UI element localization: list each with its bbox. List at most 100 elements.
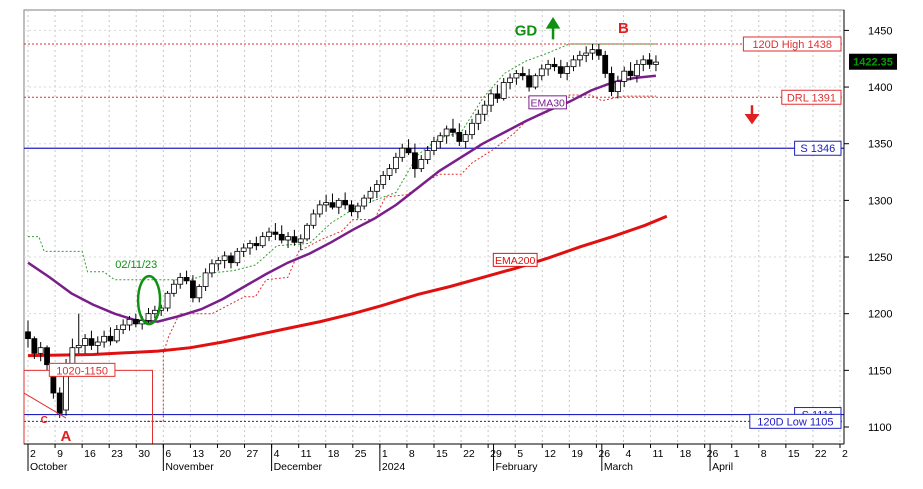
candle-36 <box>253 236 260 251</box>
candle-82 <box>545 59 552 76</box>
candle-55 <box>373 179 380 199</box>
candle-body-62 <box>418 159 425 170</box>
x-tick-label-24: 18 <box>680 448 692 460</box>
candle-body-24 <box>177 277 184 285</box>
x-tick-label-6: 13 <box>192 448 204 460</box>
candle-73 <box>488 89 494 112</box>
candle-28 <box>202 268 209 292</box>
candle-75 <box>500 77 507 101</box>
candle-body-22 <box>164 292 171 309</box>
candle-body-89 <box>589 49 596 54</box>
x-tick-label-30: 2 <box>842 448 848 460</box>
candle-64 <box>431 136 437 156</box>
month-label-3: 2024 <box>382 461 406 473</box>
candle-body-28 <box>202 272 209 287</box>
candle-99 <box>653 55 659 72</box>
y-tick-label-0: 1100 <box>868 422 892 434</box>
x-tick-label-7: 20 <box>219 448 231 460</box>
candle-body-84 <box>557 66 564 74</box>
y-axis: 1100 1150 1200 1250 1300 1350 1400 1450 1422.35 <box>843 10 897 444</box>
candle-92 <box>608 66 615 97</box>
candle-43 <box>297 234 304 251</box>
candle-body-68 <box>456 131 463 142</box>
x-tick-label-5: 6 <box>165 448 171 460</box>
candle-body-93 <box>614 80 621 92</box>
candle-body-10 <box>88 338 95 346</box>
candle-97 <box>640 55 647 72</box>
candle-29 <box>209 259 215 278</box>
candle-body-44 <box>304 224 310 240</box>
candle-74 <box>494 84 501 103</box>
y-tick-label-6: 1400 <box>868 82 892 94</box>
candle-96 <box>634 59 640 83</box>
candle-body-97 <box>640 59 647 65</box>
candle-body-55 <box>373 184 380 192</box>
candle-71 <box>475 109 482 131</box>
candle-54 <box>367 186 374 203</box>
candle-body-94 <box>621 70 628 82</box>
candle-5 <box>56 387 63 418</box>
candle-19 <box>145 308 152 326</box>
x-tick-label-19: 12 <box>544 448 556 460</box>
candle-50 <box>342 192 349 210</box>
range-diagonal <box>23 392 67 419</box>
candle-body-46 <box>316 204 323 215</box>
candle-68 <box>456 123 463 146</box>
down-arrow-icon <box>744 105 760 125</box>
x-tick-label-26: 1 <box>734 448 740 460</box>
candle-body-52 <box>354 205 361 213</box>
candle-body-60 <box>405 147 412 154</box>
candle-body-34 <box>240 247 247 252</box>
level-label-2: S 1346 <box>800 143 835 155</box>
candle-24 <box>177 272 184 289</box>
x-tick-label-28: 15 <box>788 448 800 460</box>
candle-85 <box>564 62 571 81</box>
series-label-box-1 <box>492 252 538 267</box>
candle-14 <box>113 325 120 344</box>
candle-body-19 <box>145 313 152 321</box>
candle-body-25 <box>183 277 190 282</box>
candle-body-39 <box>272 231 279 235</box>
month-label-1: November <box>165 461 214 473</box>
candle-body-29 <box>209 263 215 274</box>
series-line-1 <box>27 214 668 358</box>
x-tick-label-10: 11 <box>301 448 312 460</box>
x-tick-label-23: 11 <box>653 448 664 460</box>
series-label-1: EMA200 <box>495 255 535 267</box>
candle-body-40 <box>278 233 285 241</box>
x-tick-label-12: 25 <box>355 448 367 460</box>
candle-31 <box>221 251 228 269</box>
x-tick-label-1: 9 <box>57 448 63 460</box>
candle-body-92 <box>608 73 615 92</box>
level-label-box-2 <box>794 140 842 156</box>
candle-91 <box>602 50 609 78</box>
candle-body-23 <box>170 283 177 294</box>
upper-channel-path <box>28 43 656 281</box>
candle-body-70 <box>469 122 475 136</box>
candle-67 <box>450 118 456 137</box>
candle-26 <box>190 275 196 303</box>
candle-25 <box>183 270 190 285</box>
candle-body-9 <box>82 338 88 346</box>
candle-body-8 <box>75 345 82 349</box>
candle-body-13 <box>107 335 114 342</box>
candle-95 <box>627 62 634 81</box>
candle-body-42 <box>291 236 298 243</box>
candle-body-83 <box>551 63 558 68</box>
candle-2 <box>37 342 44 362</box>
candle-body-85 <box>564 66 571 74</box>
x-tick-label-0: 2 <box>30 448 36 460</box>
candle-38 <box>266 227 272 242</box>
x-tick-label-21: 26 <box>598 448 610 460</box>
candle-41 <box>285 232 291 248</box>
candle-89 <box>589 43 596 60</box>
annotation-3: C <box>41 415 48 426</box>
candle-body-66 <box>443 128 450 137</box>
candle-32 <box>228 252 234 269</box>
candle-17 <box>132 313 139 328</box>
month-label-0: October <box>30 461 68 473</box>
upper-channel-line <box>28 43 656 281</box>
candle-88 <box>583 46 590 63</box>
